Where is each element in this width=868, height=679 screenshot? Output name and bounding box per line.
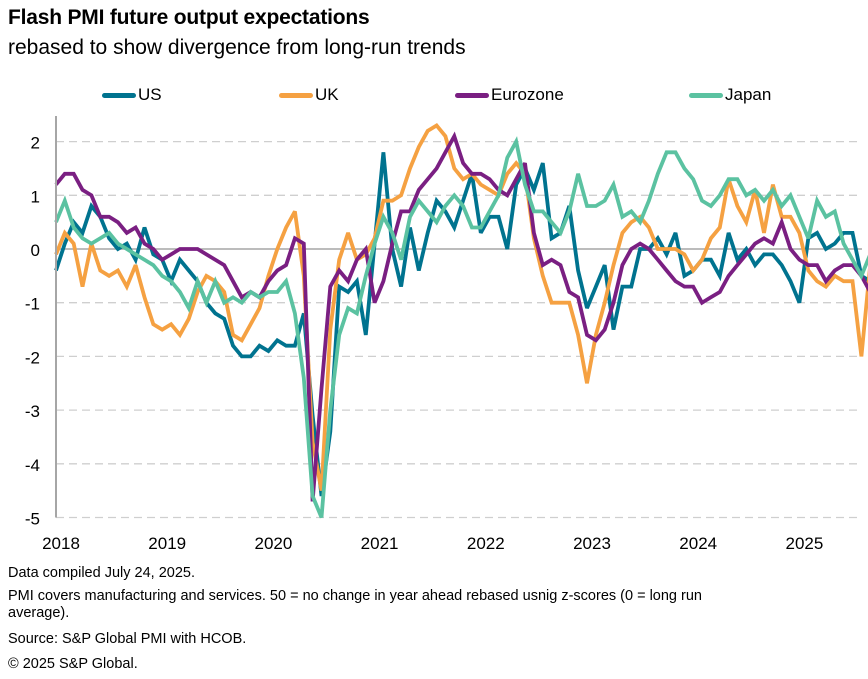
y-tick-label: -1	[25, 295, 40, 314]
legend-item-eurozone: Eurozone	[455, 85, 564, 105]
y-tick-label: 1	[31, 187, 40, 206]
x-tick-label: 2020	[254, 534, 292, 553]
legend-label-eurozone: Eurozone	[491, 85, 564, 104]
legend-label-us: US	[138, 85, 162, 104]
y-tick-label: -3	[25, 402, 40, 421]
legend-item-uk: UK	[279, 85, 339, 105]
legend-label-uk: UK	[315, 85, 339, 104]
chart-plot: 210-1-2-3-4-5 2018 2019 2020 2021 2022 2023 20…	[25, 116, 868, 553]
footer-copyright: © 2025 S&P Global.	[8, 656, 138, 672]
series-lines	[54, 123, 868, 519]
x-tick-label: 2019	[148, 534, 186, 553]
chart-subtitle: rebased to show divergence from long-run…	[8, 36, 466, 59]
footer-note-cont: average).	[8, 605, 70, 621]
y-tick-label: 0	[31, 241, 40, 260]
legend-swatch-eurozone	[455, 92, 489, 98]
y-axis-ticks: 2 1 0 -1 -2 -3 -4 -5	[25, 134, 40, 529]
x-tick-label: 2022	[467, 534, 505, 553]
legend-swatch-us	[102, 92, 136, 98]
footer-note: PMI covers manufacturing and services. 5…	[8, 588, 702, 604]
legend-swatch-japan	[689, 92, 723, 98]
legend-label-japan: Japan	[725, 85, 772, 104]
y-tick-label: -2	[25, 348, 40, 367]
y-tick-label: 2	[31, 134, 40, 153]
x-tick-label: 2025	[785, 534, 823, 553]
legend-item-japan: Japan	[689, 85, 771, 105]
legend-item-us: US	[102, 85, 162, 105]
x-tick-label: 2021	[361, 534, 399, 553]
x-axis-ticks: 2018 2019 2020 2021 2022 2023 2024 2025	[42, 534, 823, 553]
x-tick-label: 2018	[42, 534, 80, 553]
series-line-japan	[54, 136, 868, 519]
y-tick-label: -4	[25, 456, 40, 475]
legend-swatch-uk	[279, 92, 313, 98]
x-tick-label: 2024	[679, 534, 717, 553]
series-line-uk	[54, 123, 868, 491]
footer-date: Data compiled July 24, 2025.	[8, 565, 195, 581]
legend: US UK Eurozone Japan	[0, 85, 868, 107]
y-tick-label: -5	[25, 510, 40, 529]
series-line-eurozone	[54, 131, 868, 502]
x-tick-label: 2023	[573, 534, 611, 553]
chart-title: Flash PMI future output expectations	[8, 6, 370, 29]
footer-source: Source: S&P Global PMI with HCOB.	[8, 631, 247, 647]
